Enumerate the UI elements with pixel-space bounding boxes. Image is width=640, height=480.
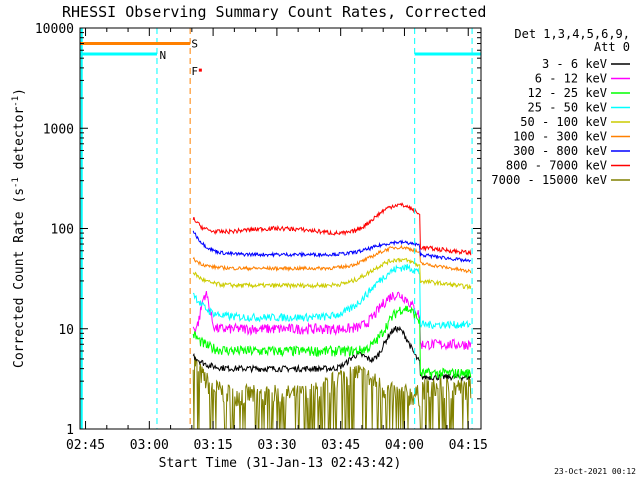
series-line: [192, 305, 472, 381]
y-axis-ticks: 1 10 100 1000 10000: [35, 22, 481, 438]
series-line: [192, 230, 472, 263]
series-line: [192, 257, 472, 290]
legend-entry-label: 25 - 50 keV: [528, 101, 607, 115]
y-tick-label: 10000: [35, 22, 74, 37]
x-tick-label: 04:15: [449, 438, 488, 453]
legend-entry-label: 12 - 25 keV: [528, 86, 607, 100]
legend-entry-label: 6 - 12 keV: [535, 72, 607, 86]
legend-header-detectors: Det 1,3,4,5,6,9,: [514, 27, 630, 41]
flare-marker: [198, 68, 202, 72]
legend-entry-label: 3 - 6 keV: [542, 57, 607, 71]
legend-entry-label: 300 - 800 keV: [513, 144, 607, 158]
y-tick-label: 1000: [43, 122, 74, 137]
legend-entry-label: 50 - 100 keV: [520, 115, 607, 129]
series-line: [192, 202, 472, 256]
series-line: [192, 355, 472, 430]
series-line: [192, 244, 472, 274]
legend-entry-label: 800 - 7000 keV: [506, 159, 607, 173]
y-tick-label: 100: [51, 223, 74, 238]
x-tick-label: 03:00: [130, 438, 169, 453]
generation-timestamp: 23-Oct-2021 00:12: [554, 467, 636, 476]
x-tick-label: 04:00: [385, 438, 424, 453]
y-tick-label: 10: [58, 323, 74, 338]
x-tick-label: 03:30: [257, 438, 296, 453]
legend-entry-label: 100 - 300 keV: [513, 130, 607, 144]
flare-label: F: [191, 65, 198, 78]
chart-title: RHESSI Observing Summary Count Rates, Co…: [62, 3, 486, 21]
night-label: N: [160, 49, 167, 62]
x-tick-label: 02:45: [66, 438, 105, 453]
y-tick-label: 1: [66, 423, 74, 438]
legend-entry-label: 7000 - 15000 keV: [491, 173, 607, 187]
x-tick-label: 03:15: [194, 438, 233, 453]
x-axis-label: Start Time (31-Jan-13 02:43:42): [159, 456, 402, 471]
y-axis-label: Corrected Count Rate (s-1 detector-1): [11, 88, 27, 368]
x-tick-label: 03:45: [321, 438, 360, 453]
x-axis-ticks: 02:45 03:00 03:15 03:30 03:45 04:00 04:15: [66, 28, 488, 453]
series-line: [192, 263, 471, 330]
saa-label: S: [191, 38, 198, 51]
series-line: [192, 291, 472, 351]
legend-header-attenuator: Att 0: [594, 40, 630, 54]
